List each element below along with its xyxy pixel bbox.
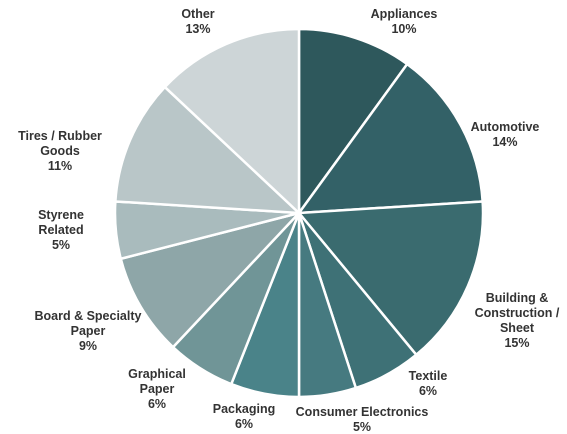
slice-category-label: Sheet — [500, 321, 535, 335]
slice-category-label: Packaging — [213, 402, 276, 416]
slice-value-label: 14% — [492, 135, 517, 149]
slice-value-label: 15% — [504, 336, 529, 350]
slice-category-label: Related — [38, 223, 83, 237]
slice-label-5: Packaging 6% — [213, 402, 276, 431]
slice-label-1: Automotive 14% — [471, 120, 540, 149]
slice-value-label: 5% — [52, 238, 70, 252]
slice-label-2: Building & Construction / Sheet 15% — [475, 291, 560, 350]
slice-value-label: 10% — [391, 22, 416, 36]
slice-label-0: Appliances 10% — [371, 7, 438, 36]
pie-slice-10 — [163, 27, 301, 215]
slice-label-9: Tires / Rubber Goods 11% — [18, 129, 102, 173]
slice-value-label: 5% — [353, 420, 371, 434]
slice-category-label: Paper — [140, 382, 175, 396]
slice-category-label: Automotive — [471, 120, 540, 134]
pie-labels: Appliances 10%Automotive 14%Building & Cons… — [18, 7, 560, 434]
slice-category-label: Construction / — [475, 306, 560, 320]
pie-slice-9 — [114, 85, 301, 215]
slice-label-7: Board & Specialty Paper 9% — [35, 309, 142, 353]
slice-category-label: Graphical — [128, 367, 186, 381]
slice-category-label: Paper — [71, 324, 106, 338]
slice-value-label: 11% — [48, 159, 72, 173]
slice-category-label: Other — [181, 7, 214, 21]
slice-category-label: Board & Specialty — [35, 309, 142, 323]
slice-label-10: Other 13% — [181, 7, 214, 36]
slice-label-4: Consumer Electronics 5% — [296, 405, 429, 434]
slice-category-label: Tires / Rubber — [18, 129, 102, 143]
slice-category-label: Appliances — [371, 7, 438, 21]
slice-label-6: Graphical Paper 6% — [128, 367, 186, 411]
slice-category-label: Styrene — [38, 208, 84, 222]
pie-slice-7 — [119, 211, 301, 349]
pie-slice-2 — [297, 200, 485, 357]
slice-category-label: Consumer Electronics — [296, 405, 429, 419]
slice-category-label: Goods — [40, 144, 80, 158]
slice-category-label: Building & — [486, 291, 549, 305]
slice-value-label: 6% — [235, 417, 253, 431]
slice-value-label: 6% — [148, 397, 166, 411]
slice-value-label: 9% — [79, 339, 97, 353]
pie-slice-1 — [297, 62, 484, 215]
pie-slice-0 — [297, 27, 409, 215]
slice-label-3: Textile 6% — [409, 369, 448, 398]
pie-slices — [113, 27, 485, 399]
slice-category-label: Textile — [409, 369, 448, 383]
slice-value-label: 6% — [419, 384, 437, 398]
slice-label-8: Styrene Related 5% — [38, 208, 84, 252]
slice-value-label: 13% — [185, 22, 210, 36]
